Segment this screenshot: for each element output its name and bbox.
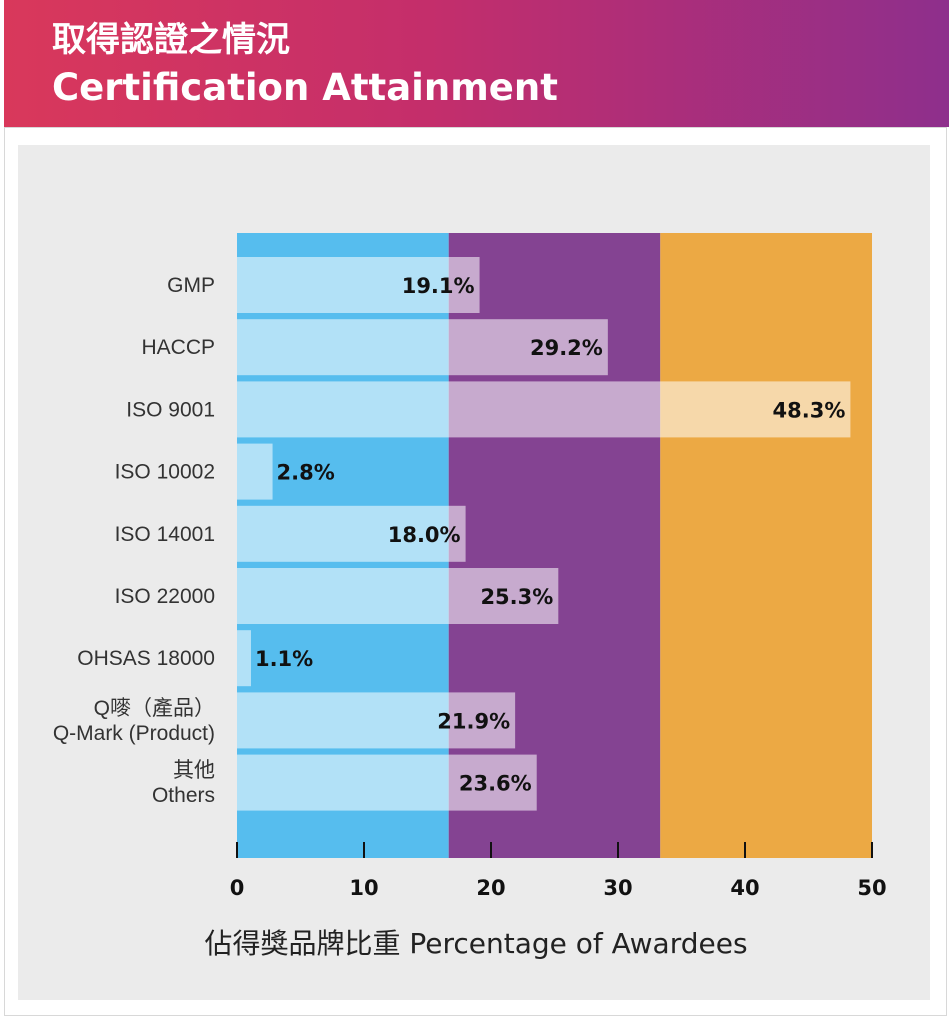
value-label-8: 23.6% (459, 772, 532, 796)
x-tick-label-3: 30 (603, 876, 632, 900)
bars (237, 257, 851, 811)
bar-2 (237, 381, 851, 438)
x-tick-label-4: 40 (730, 876, 759, 900)
bar-3 (237, 443, 273, 500)
chart-title-chinese: 取得認證之情況 (52, 20, 290, 60)
bar-0 (237, 257, 480, 313)
value-label-6: 1.1% (255, 647, 313, 671)
bar-6 (237, 630, 251, 687)
category-label-2: ISO 9001 (126, 398, 215, 421)
category-label-7-line-1: Q-Mark (Product) (53, 722, 215, 745)
category-label-7-line-0: Q嘜（產品） (94, 697, 215, 720)
x-tick-label-5: 50 (857, 876, 886, 900)
category-labels: GMP HACCP ISO 9001 ISO 10002 ISO 14001 ISO 22… (53, 274, 215, 807)
value-label-4: 18.0% (388, 523, 461, 547)
category-label-3: ISO 10002 (115, 461, 215, 484)
category-label-8-line-0: 其他 (173, 759, 215, 782)
x-axis-title: 佔得獎品牌比重 Percentage of Awardees (204, 927, 747, 960)
background-band-2 (660, 233, 872, 858)
bar-8 (237, 754, 537, 811)
x-axis: 0 10 20 30 40 50 (230, 842, 887, 900)
x-tick-label-0: 0 (230, 876, 245, 900)
value-label-2: 48.3% (773, 398, 846, 422)
bar-7 (237, 692, 516, 749)
value-label-3: 2.8% (277, 461, 335, 485)
category-label-1: HACCP (141, 336, 215, 359)
category-label-6: OHSAS 18000 (77, 647, 215, 670)
value-label-1: 29.2% (530, 336, 603, 360)
category-label-4: ISO 14001 (115, 523, 215, 546)
category-label-5: ISO 22000 (115, 585, 215, 608)
category-label-0: GMP (167, 274, 215, 297)
value-label-0: 19.1% (402, 274, 475, 298)
x-tick-label-1: 10 (349, 876, 378, 900)
chart-header: 取得認證之情況 Certification Attainment (4, 0, 949, 127)
value-label-5: 25.3% (480, 585, 553, 609)
bar-5 (237, 568, 559, 624)
x-tick-label-2: 20 (476, 876, 505, 900)
chart-title-english: Certification Attainment (52, 66, 558, 109)
bar-4 (237, 505, 466, 562)
value-label-7: 21.9% (437, 709, 510, 733)
category-label-8-line-1: Others (152, 784, 215, 807)
bar-1 (237, 319, 608, 376)
value-labels: 19.1% 29.2% 48.3% 2.8% 18.0% 25.3% 1.1% 21.9% 23… (255, 274, 845, 796)
